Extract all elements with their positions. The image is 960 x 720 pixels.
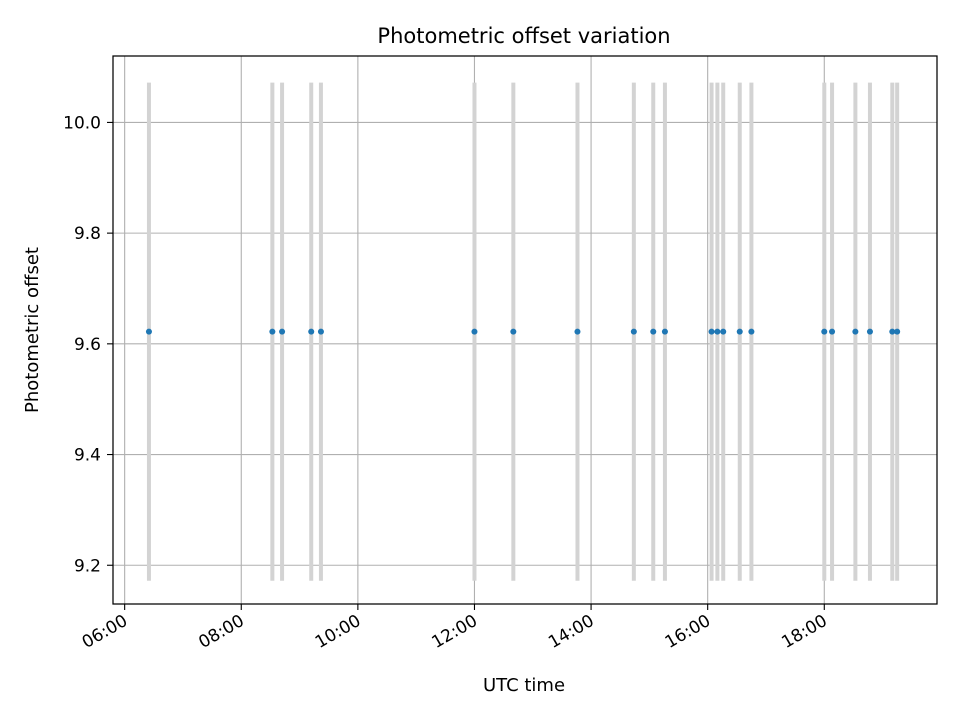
x-tick-label: 10:00 (312, 611, 364, 653)
data-point (471, 328, 478, 335)
data-point (748, 328, 755, 335)
data-point (308, 328, 315, 335)
x-axis: 06:00 08:00 10:00 12:00 14:00 16:00 18:00 (79, 604, 831, 653)
x-tick-label: 16:00 (662, 611, 714, 653)
x-tick-label: 12:00 (429, 611, 481, 653)
plot-frame (112, 55, 938, 605)
data-point (889, 328, 896, 335)
data-point (145, 328, 152, 335)
x-tick-label: 14:00 (545, 611, 597, 653)
data-point (894, 328, 901, 335)
data-point (650, 328, 657, 335)
x-tick-label: 08:00 (195, 611, 247, 653)
chart-title: Photometric offset variation (377, 24, 670, 48)
data-point (279, 328, 286, 335)
data-point (269, 328, 276, 335)
x-tick-label: 06:00 (79, 611, 131, 653)
y-tick-label: 10.0 (63, 113, 101, 133)
data-point (708, 328, 715, 335)
data-point (630, 328, 637, 335)
data-point (852, 328, 859, 335)
y-tick-label: 9.2 (74, 556, 101, 576)
y-axis: 9.2 9.4 9.6 9.8 10.0 (63, 113, 113, 576)
data-point (829, 328, 836, 335)
grid-lines (113, 56, 937, 604)
y-tick-label: 9.8 (74, 224, 101, 244)
x-tick-label: 18:00 (778, 611, 830, 653)
data-point (510, 328, 517, 335)
data-point (866, 328, 873, 335)
data-point (720, 328, 727, 335)
error-bars (146, 82, 900, 581)
y-tick-label: 9.6 (74, 335, 101, 355)
data-point (736, 328, 743, 335)
data-point (821, 328, 828, 335)
data-point (661, 328, 668, 335)
y-tick-label: 9.4 (74, 446, 101, 466)
data-points (145, 328, 901, 335)
x-axis-title: UTC time (483, 675, 565, 696)
y-axis-title: Photometric offset (22, 247, 43, 413)
data-point (714, 328, 721, 335)
data-point (574, 328, 581, 335)
data-point (317, 328, 324, 335)
